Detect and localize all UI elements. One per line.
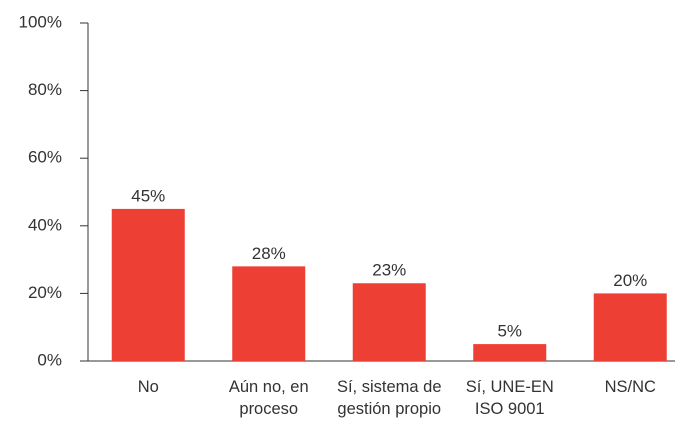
bar	[232, 266, 306, 361]
y-tick-label: 40%	[28, 215, 62, 234]
y-tick-label: 80%	[28, 80, 62, 99]
data-label: 5%	[497, 322, 522, 341]
x-tick-label: Sí, UNE-EN ISO 9001	[465, 378, 554, 418]
y-tick-label: 60%	[28, 148, 62, 167]
y-tick-label: 100%	[19, 12, 62, 31]
data-label: 20%	[613, 271, 647, 290]
bar	[473, 344, 547, 361]
x-tick-label: Aún no, en proceso	[228, 378, 309, 418]
y-tick-label: 20%	[28, 283, 62, 302]
y-tick-label: 0%	[37, 350, 62, 369]
bar	[352, 283, 426, 361]
x-tick-label: Sí, sistema de gestión propio	[336, 378, 442, 418]
data-label: 45%	[131, 186, 165, 205]
x-tick-label: No	[137, 378, 159, 396]
bar	[111, 208, 185, 361]
data-label: 23%	[372, 261, 406, 280]
bar	[593, 293, 667, 361]
x-tick-label: NS/NC	[604, 378, 656, 396]
data-label: 28%	[252, 244, 286, 263]
